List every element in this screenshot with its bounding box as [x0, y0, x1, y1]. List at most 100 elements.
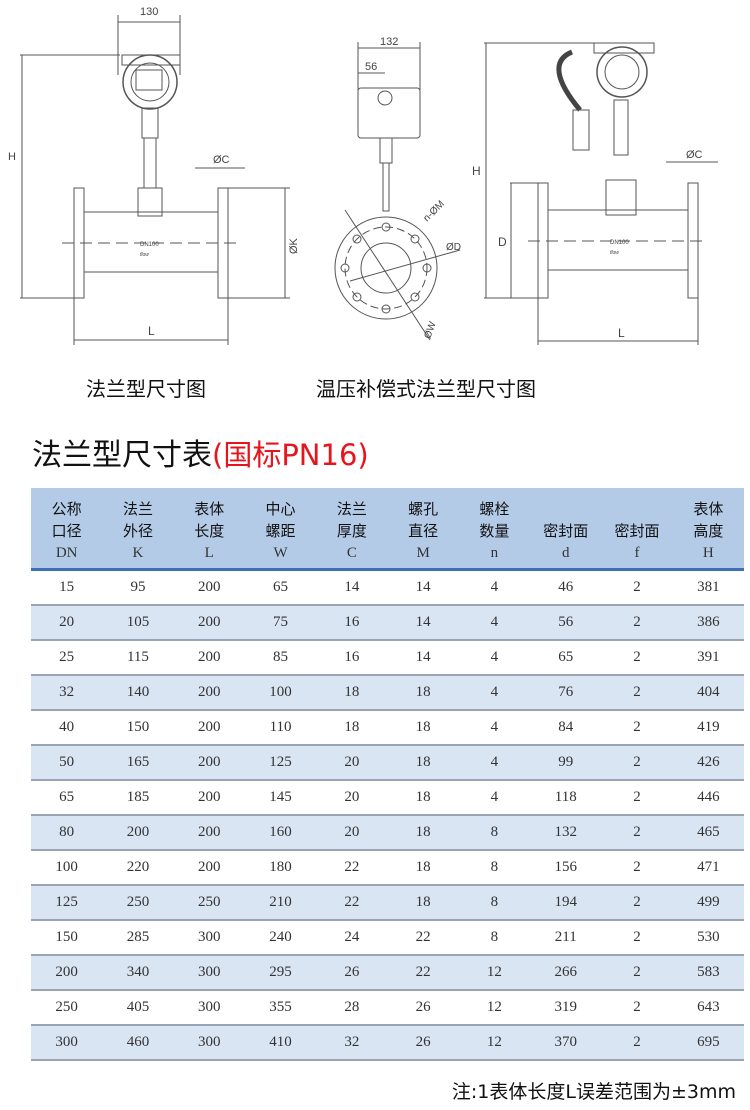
table-row: 50 165 200 125 20 18 4 99 2 426	[31, 745, 744, 781]
table-cell: 25	[31, 640, 103, 676]
table-cell: 200	[173, 605, 245, 641]
table-cell: 194	[530, 885, 602, 921]
table-cell: 14	[387, 605, 459, 641]
column-header: 中心 螺距 W	[244, 488, 317, 571]
table-cell: 118	[530, 780, 602, 816]
table-cell: 125	[31, 885, 103, 921]
header-sym: L	[204, 545, 214, 561]
table-cell: 300	[173, 990, 245, 1026]
dim-k: ØK	[288, 237, 300, 254]
table-cell: 4	[458, 569, 531, 606]
table-cell: 266	[530, 955, 602, 991]
header-l1	[530, 498, 601, 520]
table-cell: 16	[316, 605, 388, 641]
column-header: 密封面 d	[530, 488, 602, 571]
table-cell: 28	[316, 990, 388, 1026]
table-title-text: 法兰型尺寸表	[32, 438, 212, 473]
table-cell: 65	[244, 569, 317, 606]
table-cell: 300	[173, 955, 245, 991]
table-cell: 4	[458, 745, 531, 781]
table-cell: 65	[530, 640, 602, 676]
table-cell: 80	[31, 815, 103, 851]
header-sym: DN	[55, 545, 78, 561]
dim-d2: D	[498, 235, 507, 249]
table-cell: 404	[672, 675, 744, 711]
table-cell: 4	[458, 710, 531, 746]
header-l1: 表体	[693, 500, 724, 518]
table-cell: 20	[31, 605, 103, 641]
table-cell: 2	[601, 990, 673, 1026]
table-cell: 22	[387, 955, 459, 991]
table-cell: 22	[316, 850, 388, 886]
dim-h: H	[8, 151, 16, 163]
table-cell: 12	[458, 990, 531, 1026]
table-cell: 200	[173, 815, 245, 851]
table-cell: 160	[244, 815, 317, 851]
table-cell: 125	[244, 745, 317, 781]
header-sym: n	[490, 545, 499, 561]
header-l1: 法兰	[122, 500, 153, 518]
header-sym: f	[634, 545, 640, 561]
table-cell: 180	[244, 850, 317, 886]
table-cell: 20	[316, 780, 388, 816]
table-row: 100 220 200 180 22 18 8 156 2 471	[31, 850, 744, 886]
bolt-holes	[340, 222, 432, 314]
table-cell: 95	[102, 569, 174, 606]
dim-l: L	[148, 324, 155, 338]
table-cell: 56	[530, 605, 602, 641]
flow-label-2: flow	[610, 250, 619, 256]
table-cell: 240	[244, 920, 317, 956]
table-cell: 250	[173, 885, 245, 921]
header-l2: 高度	[693, 522, 724, 540]
table-cell: 18	[387, 850, 459, 886]
header-l2: 密封面	[543, 522, 589, 540]
table-cell: 105	[102, 605, 174, 641]
table-cell: 210	[244, 885, 317, 921]
dim-h2: H	[472, 164, 481, 178]
dim-n-m: n-ØM	[421, 199, 446, 224]
table-cell: 200	[31, 955, 103, 991]
table-cell: 4	[458, 675, 531, 711]
header-sym: W	[273, 545, 288, 561]
table-cell: 99	[530, 745, 602, 781]
table-cell: 100	[244, 675, 317, 711]
dim-l2: L	[618, 326, 625, 340]
table-cell: 14	[387, 640, 459, 676]
table-cell: 340	[102, 955, 174, 991]
table-cell: 18	[387, 885, 459, 921]
column-header: 表体 长度 L	[173, 488, 245, 571]
dim-c: ØC	[213, 154, 230, 166]
table-cell: 220	[102, 850, 174, 886]
header-l2: 密封面	[614, 522, 660, 540]
header-l1: 公称	[51, 500, 82, 518]
table-cell: 583	[672, 955, 744, 991]
table-cell: 300	[173, 920, 245, 956]
table-cell: 465	[672, 815, 744, 851]
dim-130: 130	[140, 6, 158, 18]
table-row: 125 250 250 210 22 18 8 194 2 499	[31, 885, 744, 921]
table-cell: 2	[601, 815, 673, 851]
table-cell: 18	[387, 745, 459, 781]
table-cell: 2	[601, 605, 673, 641]
table-cell: 2	[601, 920, 673, 956]
table-cell: 471	[672, 850, 744, 886]
table-cell: 140	[102, 675, 174, 711]
table-cell: 355	[244, 990, 317, 1026]
table-cell: 115	[102, 640, 174, 676]
table-row: 15 95 200 65 14 14 4 46 2 381	[31, 569, 744, 606]
table-cell: 2	[601, 885, 673, 921]
table-title: 法兰型尺寸表(国标PN16)	[32, 430, 369, 474]
table-cell: 14	[387, 569, 459, 606]
table-cell: 18	[387, 675, 459, 711]
table-cell: 16	[316, 640, 388, 676]
header-l2: 口径	[51, 522, 82, 540]
table-cell: 2	[601, 850, 673, 886]
table-cell: 18	[387, 780, 459, 816]
table-cell: 26	[387, 990, 459, 1026]
table-cell: 391	[672, 640, 744, 676]
table-cell: 15	[31, 569, 103, 606]
table-cell: 18	[387, 710, 459, 746]
table-cell: 26	[387, 1025, 459, 1061]
table-cell: 460	[102, 1025, 174, 1061]
